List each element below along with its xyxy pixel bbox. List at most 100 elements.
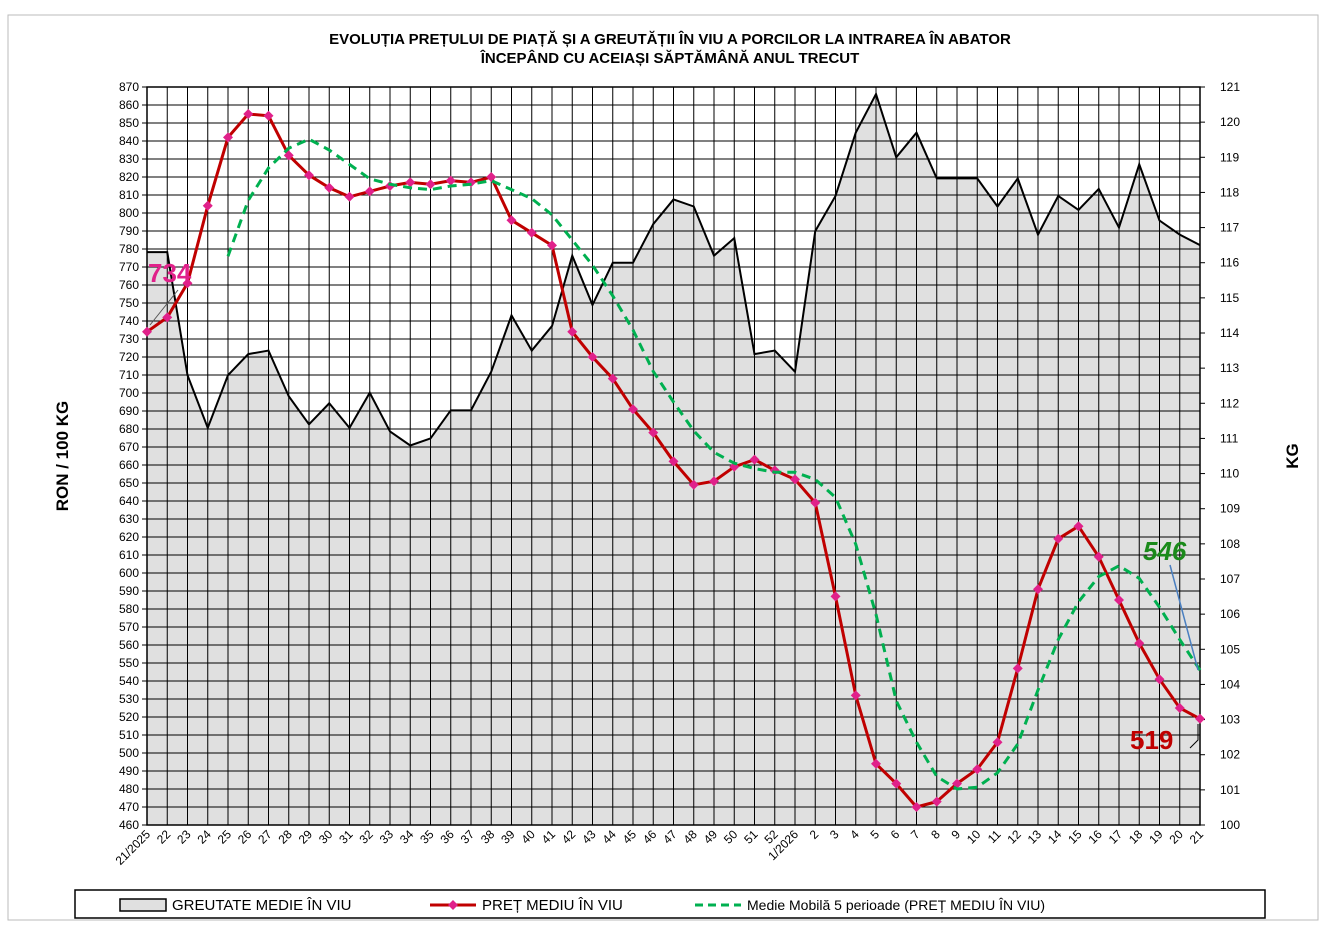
x-tick-label: 49: [701, 827, 721, 847]
price-marker: [972, 764, 983, 775]
x-tick-label: 43: [579, 827, 599, 847]
x-tick-label: 46: [640, 827, 660, 847]
price-marker: [709, 476, 719, 487]
price-marker: [587, 352, 598, 362]
x-tick-label: 41: [539, 827, 559, 847]
y-tick-label: 580: [119, 602, 139, 616]
price-marker: [1195, 713, 1205, 724]
annotation-arrow: [1169, 564, 1199, 671]
price-marker: [283, 150, 294, 161]
y-tick-label: 660: [119, 458, 139, 472]
y2-tick-label: 116: [1220, 256, 1239, 270]
price-marker: [182, 278, 193, 289]
y-tick-label: 860: [119, 98, 139, 112]
price-marker: [1012, 663, 1023, 674]
y2-tick-label: 105: [1220, 642, 1240, 656]
y-tick-label: 540: [119, 674, 139, 688]
price-marker: [1134, 638, 1145, 649]
x-tick-label: 42: [559, 827, 579, 847]
price-marker: [1174, 703, 1185, 713]
price-marker: [911, 802, 922, 812]
x-tick-label: 4: [847, 827, 862, 842]
annotation: 546: [1143, 536, 1187, 566]
x-tick-label: 23: [174, 827, 194, 847]
y-tick-label: 600: [119, 566, 139, 580]
price-marker: [1053, 533, 1064, 544]
y2-tick-label: 100: [1220, 818, 1240, 832]
y-tick-label: 720: [119, 350, 139, 364]
x-tick-label: 13: [1025, 827, 1045, 847]
price-marker: [871, 758, 881, 769]
y2-tick-label: 102: [1220, 748, 1240, 762]
x-tick-label: 51: [741, 827, 761, 847]
y2-tick-label: 115: [1220, 291, 1239, 305]
x-tick-label: 33: [377, 827, 397, 847]
y-tick-label: 850: [119, 116, 139, 130]
price-marker: [223, 132, 233, 143]
x-tick-label: 32: [357, 827, 377, 847]
y-tick-label: 610: [119, 548, 139, 562]
price-marker: [1114, 595, 1124, 605]
y-axis-label: RON / 100 KG: [53, 401, 72, 512]
y2-tick-label: 121: [1220, 80, 1240, 94]
price-marker: [162, 312, 173, 323]
y-tick-label: 640: [119, 494, 139, 508]
price-marker: [344, 191, 355, 202]
x-tick-label: 38: [478, 827, 498, 847]
price-marker: [749, 454, 760, 465]
price-marker: [445, 175, 456, 186]
x-tick-label: 39: [498, 827, 518, 847]
legend-label: Medie Mobilă 5 perioade (PREȚ MEDIU ÎN V…: [747, 897, 1045, 913]
x-tick-label: 27: [255, 827, 275, 847]
price-marker: [1073, 521, 1084, 532]
y2-tick-label: 118: [1220, 185, 1239, 199]
y-tick-label: 670: [119, 440, 139, 454]
price-marker: [1154, 674, 1165, 685]
x-tick-label: 6: [888, 827, 903, 842]
legend-marker: [448, 900, 458, 910]
legend-swatch: [119, 898, 167, 912]
legend-label: GREUTATE MEDIE ÎN VIU: [172, 897, 351, 914]
y-tick-label: 730: [119, 332, 139, 346]
x-tick-label: 5: [867, 827, 882, 842]
y-tick-label: 680: [119, 422, 139, 436]
x-tick-label: 18: [1126, 827, 1146, 847]
x-tick-label: 34: [397, 827, 417, 847]
x-tick-label: 44: [600, 827, 620, 847]
x-tick-label: 8: [928, 827, 943, 842]
y-tick-label: 770: [119, 260, 139, 274]
x-tick-label: 20: [1167, 827, 1187, 847]
x-tick-label: 3: [827, 827, 842, 842]
y-tick-label: 490: [119, 764, 139, 778]
x-tick-label: 21/2025: [113, 827, 154, 868]
x-tick-label: 7: [908, 827, 923, 842]
y2-tick-label: 117: [1220, 221, 1239, 235]
y2-tick-label: 109: [1220, 502, 1240, 516]
y-tick-label: 840: [119, 134, 139, 148]
x-tick-label: 30: [316, 827, 336, 847]
plot-border: [146, 86, 1201, 826]
price-marker: [810, 497, 821, 508]
y2-tick-label: 120: [1220, 115, 1240, 129]
frame: [7, 14, 1319, 921]
y-tick-label: 460: [119, 818, 139, 832]
y2-tick-label: 108: [1220, 537, 1240, 551]
y2-tick-label: 101: [1220, 783, 1240, 797]
x-tick-label: 40: [519, 827, 539, 847]
annotation: 519: [1130, 725, 1173, 755]
y2-tick-label: 112: [1220, 396, 1239, 410]
x-tick-label: 37: [458, 827, 478, 847]
price-marker: [850, 690, 861, 701]
y-tick-label: 760: [119, 278, 139, 292]
price-marker: [202, 200, 213, 211]
price-marker: [425, 179, 436, 190]
x-tick-label: 17: [1106, 827, 1126, 847]
price-marker: [324, 182, 335, 193]
y2-tick-label: 103: [1220, 713, 1240, 727]
price-marker: [142, 326, 152, 337]
y-tick-label: 560: [119, 638, 139, 652]
price-marker: [486, 172, 497, 182]
price-marker: [648, 427, 659, 438]
y-tick-label: 810: [119, 188, 139, 202]
y2-axis-label: KG: [1283, 443, 1302, 469]
